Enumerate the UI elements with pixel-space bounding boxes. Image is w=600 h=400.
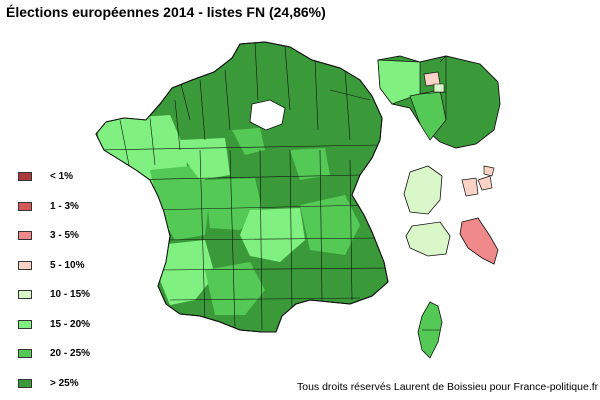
legend-swatch	[18, 172, 32, 182]
guadeloupe-inset	[403, 165, 443, 215]
legend: < 1% 1 - 3% 3 - 5% 5 - 10% 10 - 15% 15 - 20% 2…	[18, 162, 90, 398]
paris-area-hole	[249, 99, 286, 131]
legend-label: 5 - 10%	[50, 259, 85, 271]
legend-label: < 1%	[50, 171, 74, 183]
legend-label: 1 - 3%	[50, 200, 79, 212]
legend-label: 15 - 20%	[50, 318, 91, 330]
reunion-inset	[405, 221, 451, 257]
legend-label: 10 - 15%	[50, 289, 91, 301]
legend-item: 20 - 25%	[18, 339, 90, 369]
copyright-credit: Tous droits réservés Laurent de Boissieu…	[297, 381, 599, 393]
legend-item: 15 - 20%	[18, 310, 90, 340]
legend-swatch	[18, 260, 32, 270]
legend-label: 3 - 5%	[50, 230, 79, 242]
legend-swatch	[18, 378, 32, 388]
legend-item: 10 - 15%	[18, 280, 90, 310]
corsica	[417, 301, 443, 359]
small-islands-inset	[461, 165, 495, 197]
legend-swatch	[18, 201, 32, 211]
legend-item: < 1%	[18, 162, 90, 192]
map-title: Élections européennes 2014 - listes FN (…	[6, 4, 326, 20]
ile-de-france-inset	[377, 55, 501, 149]
legend-swatch	[18, 349, 32, 359]
mainland-france	[95, 41, 389, 333]
legend-swatch	[18, 319, 32, 329]
legend-item: > 25%	[18, 369, 90, 399]
legend-swatch	[18, 290, 32, 300]
legend-item: 1 - 3%	[18, 192, 90, 222]
legend-item: 3 - 5%	[18, 221, 90, 251]
legend-label: 20 - 25%	[50, 348, 91, 360]
martinique-inset	[459, 217, 499, 265]
legend-item: 5 - 10%	[18, 251, 90, 281]
legend-label: > 25%	[50, 377, 79, 389]
legend-swatch	[18, 231, 32, 241]
